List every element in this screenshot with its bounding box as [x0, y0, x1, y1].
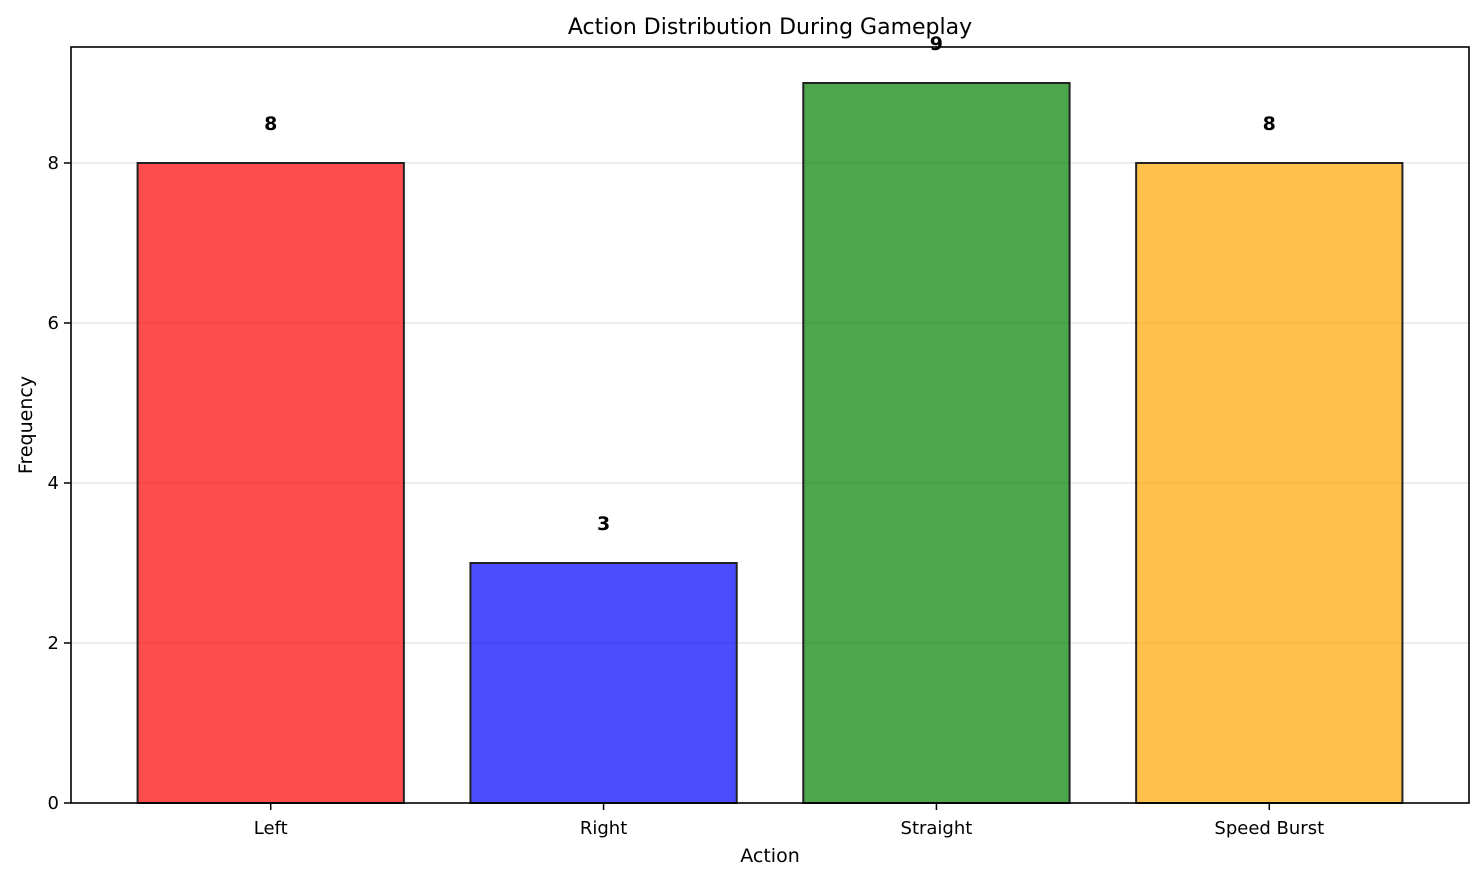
y-tick-label: 0	[48, 793, 59, 814]
x-axis-label: Action	[740, 845, 800, 867]
bars	[136, 82, 1404, 804]
bar-straight	[802, 82, 1071, 804]
x-tick-label: Right	[580, 818, 627, 839]
data-labels: 8 3 9 8	[264, 33, 1276, 535]
y-tick-label: 2	[48, 633, 59, 654]
x-tick-label: Straight	[901, 818, 973, 839]
x-tick-label: Left	[254, 818, 288, 839]
data-label-speed-burst: 8	[1263, 113, 1276, 135]
axes: 0 2 4 6 8 Left Right Straight Speed Burst	[48, 46, 1470, 839]
y-axis-label: Frequency	[15, 376, 37, 474]
data-label-straight: 9	[930, 33, 943, 55]
data-label-left: 8	[264, 113, 277, 135]
y-tick-label: 4	[48, 473, 59, 494]
x-tick-label: Speed Burst	[1214, 818, 1324, 839]
chart-title: Action Distribution During Gameplay	[568, 15, 972, 40]
plot-frame	[70, 46, 1470, 804]
bar-right	[469, 562, 738, 804]
y-tick-label: 6	[48, 313, 59, 334]
bar-left	[136, 162, 405, 804]
y-tick-label: 8	[48, 153, 59, 174]
bar-speed-burst	[1135, 162, 1404, 804]
data-label-right: 3	[597, 513, 610, 535]
